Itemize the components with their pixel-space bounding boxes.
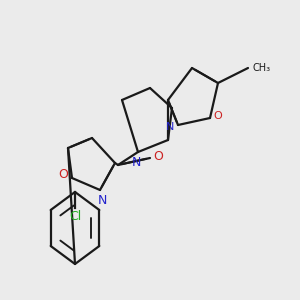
Text: Cl: Cl: [69, 209, 81, 223]
Text: O: O: [58, 167, 68, 181]
Text: CH₃: CH₃: [253, 63, 271, 73]
Text: N: N: [97, 194, 107, 206]
Text: N: N: [166, 122, 174, 132]
Text: O: O: [153, 149, 163, 163]
Text: O: O: [214, 111, 222, 121]
Text: N: N: [131, 155, 141, 169]
